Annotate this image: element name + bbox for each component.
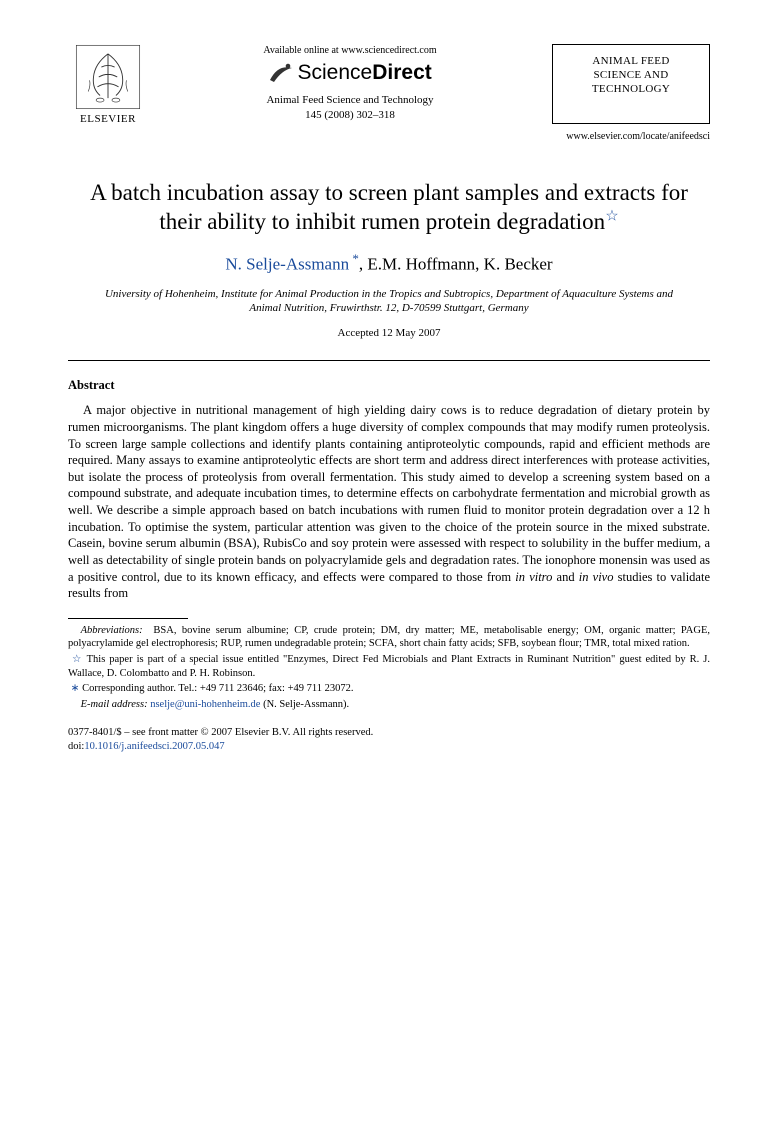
title-text: A batch incubation assay to screen plant…: [90, 180, 688, 234]
sciencedirect-name: ScienceDirect: [298, 61, 432, 84]
header-right: ANIMAL FEED SCIENCE AND TECHNOLOGY www.e…: [552, 44, 710, 144]
email-tail: (N. Selje-Assmann).: [263, 699, 349, 710]
elsevier-tree-icon: [75, 44, 141, 110]
doi-line: doi:10.1016/j.anifeedsci.2007.05.047: [68, 740, 710, 754]
footnote-special-issue: ☆ This paper is part of a special issue …: [68, 653, 710, 680]
box-line-1: ANIMAL FEED: [559, 55, 703, 69]
doi-label: doi:: [68, 741, 84, 752]
article-title: A batch incubation assay to screen plant…: [74, 178, 704, 237]
title-footnote-icon[interactable]: ☆: [605, 208, 618, 224]
doi-link[interactable]: 10.1016/j.anifeedsci.2007.05.047: [84, 741, 224, 752]
sciencedirect-swoosh-icon: [268, 62, 294, 89]
email-label: E-mail address:: [81, 699, 148, 710]
box-line-2: SCIENCE AND: [559, 69, 703, 83]
abstract-text: A major objective in nutritional managem…: [68, 403, 710, 600]
email-link[interactable]: nselje@uni-hohenheim.de: [150, 699, 260, 710]
locate-url[interactable]: www.elsevier.com/locate/anifeedsci: [552, 130, 710, 144]
footnote-corresponding: ∗ Corresponding author. Tel.: +49 711 23…: [68, 682, 710, 696]
divider-rule: [68, 360, 710, 361]
sd-light: Science: [298, 61, 373, 84]
copyright-line: 0377-8401/$ – see front matter © 2007 El…: [68, 726, 710, 740]
journal-title-box: ANIMAL FEED SCIENCE AND TECHNOLOGY: [552, 44, 710, 124]
affiliation: University of Hohenheim, Institute for A…: [88, 287, 690, 316]
available-online-text: Available online at www.sciencedirect.co…: [160, 44, 540, 58]
abbrev-label: Abbreviations:: [81, 625, 143, 636]
footnote-star-icon: ☆: [68, 654, 83, 665]
box-line-3: TECHNOLOGY: [559, 83, 703, 97]
footnote-email: E-mail address: nselje@uni-hohenheim.de …: [68, 698, 710, 712]
abbrev-text: BSA, bovine serum albumine; CP, crude pr…: [68, 625, 710, 650]
sd-bold: Direct: [372, 61, 432, 84]
journal-citation: 145 (2008) 302–318: [160, 108, 540, 123]
journal-name: Animal Feed Science and Technology: [160, 93, 540, 108]
paper-note: This paper is part of a special issue en…: [68, 654, 710, 679]
author-2: E.M. Hoffmann: [367, 255, 475, 274]
footnote-rule: [68, 618, 188, 619]
corresponding-author-icon[interactable]: *: [349, 251, 359, 266]
page-header: ELSEVIER Available online at www.science…: [68, 44, 710, 144]
author-3: K. Becker: [484, 255, 553, 274]
page-footer: 0377-8401/$ – see front matter © 2007 El…: [68, 726, 710, 754]
elsevier-label: ELSEVIER: [68, 112, 148, 127]
footnote-asterisk-icon: ∗: [68, 683, 79, 694]
header-center: Available online at www.sciencedirect.co…: [148, 44, 552, 122]
abstract-heading: Abstract: [68, 377, 710, 394]
publisher-logo-block: ELSEVIER: [68, 44, 148, 127]
sciencedirect-logo: ScienceDirect: [160, 59, 540, 89]
abstract-body: A major objective in nutritional managem…: [68, 402, 710, 602]
author-1-link[interactable]: N. Selje-Assmann: [225, 255, 349, 274]
footnote-abbreviations: Abbreviations: BSA, bovine serum albumin…: [68, 624, 710, 651]
author-list: N. Selje-Assmann *, E.M. Hoffmann, K. Be…: [68, 250, 710, 277]
accepted-date: Accepted 12 May 2007: [68, 326, 710, 341]
corr-contact: Corresponding author. Tel.: +49 711 2364…: [82, 683, 353, 694]
